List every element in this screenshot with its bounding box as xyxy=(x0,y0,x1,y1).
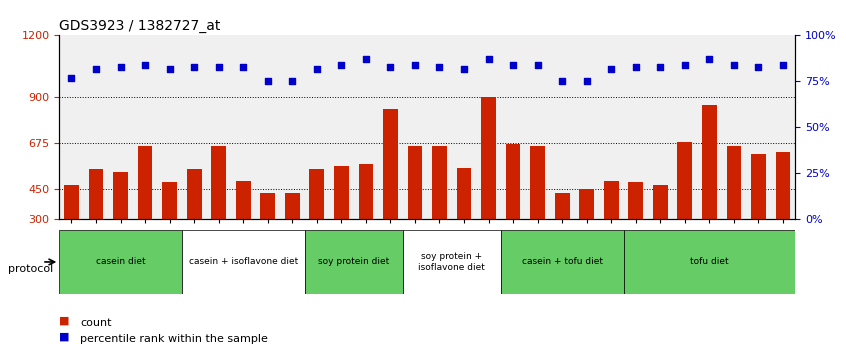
Point xyxy=(359,57,372,62)
Bar xyxy=(138,146,152,219)
FancyBboxPatch shape xyxy=(59,230,182,294)
Bar xyxy=(751,154,766,219)
Bar xyxy=(629,182,643,219)
Point xyxy=(506,62,519,68)
Point xyxy=(432,64,446,69)
Bar xyxy=(162,182,177,219)
Bar xyxy=(432,146,447,219)
Point xyxy=(187,64,201,69)
Text: percentile rank within the sample: percentile rank within the sample xyxy=(80,333,268,344)
Point xyxy=(285,79,299,84)
Bar xyxy=(261,193,275,219)
Point xyxy=(702,57,716,62)
Point xyxy=(261,79,274,84)
Text: GDS3923 / 1382727_at: GDS3923 / 1382727_at xyxy=(59,19,221,33)
Point xyxy=(653,64,667,69)
Point xyxy=(113,64,127,69)
Point xyxy=(530,62,544,68)
Point xyxy=(212,64,225,69)
Bar xyxy=(285,193,299,219)
Point xyxy=(138,62,151,68)
FancyBboxPatch shape xyxy=(305,230,403,294)
Point xyxy=(751,64,765,69)
Text: ■: ■ xyxy=(59,332,69,342)
Bar xyxy=(236,181,250,219)
Bar xyxy=(702,105,717,219)
Point xyxy=(383,64,397,69)
Point xyxy=(334,62,348,68)
Bar xyxy=(359,164,373,219)
Bar xyxy=(580,189,594,219)
Bar xyxy=(530,146,545,219)
Text: casein + tofu diet: casein + tofu diet xyxy=(522,257,602,267)
Point xyxy=(310,66,323,72)
Point xyxy=(727,62,740,68)
FancyBboxPatch shape xyxy=(624,230,795,294)
Bar xyxy=(481,97,496,219)
Bar xyxy=(383,109,398,219)
FancyBboxPatch shape xyxy=(403,230,501,294)
Bar xyxy=(113,172,128,219)
Point xyxy=(604,66,618,72)
Bar xyxy=(212,146,226,219)
Point xyxy=(89,66,102,72)
Bar xyxy=(653,185,667,219)
Point xyxy=(555,79,569,84)
Point xyxy=(629,64,642,69)
Bar xyxy=(310,169,324,219)
FancyBboxPatch shape xyxy=(182,230,305,294)
Point xyxy=(408,62,421,68)
Bar xyxy=(678,142,692,219)
Text: casein diet: casein diet xyxy=(96,257,146,267)
Bar xyxy=(457,169,471,219)
Bar xyxy=(776,152,790,219)
Text: soy protein +
isoflavone diet: soy protein + isoflavone diet xyxy=(418,252,486,272)
Bar xyxy=(408,146,422,219)
Bar xyxy=(64,185,79,219)
Point xyxy=(457,66,470,72)
Point xyxy=(776,62,789,68)
Point xyxy=(64,75,78,81)
Bar xyxy=(604,181,618,219)
Text: ■: ■ xyxy=(59,316,69,326)
Point xyxy=(481,57,495,62)
Bar xyxy=(555,193,569,219)
Bar xyxy=(187,169,201,219)
Point xyxy=(236,64,250,69)
FancyBboxPatch shape xyxy=(501,230,624,294)
Text: soy protein diet: soy protein diet xyxy=(318,257,389,267)
Point xyxy=(580,79,593,84)
Text: protocol: protocol xyxy=(8,264,53,274)
Point xyxy=(162,66,176,72)
Text: tofu diet: tofu diet xyxy=(690,257,728,267)
Point xyxy=(678,62,691,68)
Text: count: count xyxy=(80,318,112,328)
Bar xyxy=(727,146,741,219)
Bar xyxy=(506,144,520,219)
Bar xyxy=(89,169,103,219)
Bar xyxy=(334,166,349,219)
Text: casein + isoflavone diet: casein + isoflavone diet xyxy=(189,257,298,267)
